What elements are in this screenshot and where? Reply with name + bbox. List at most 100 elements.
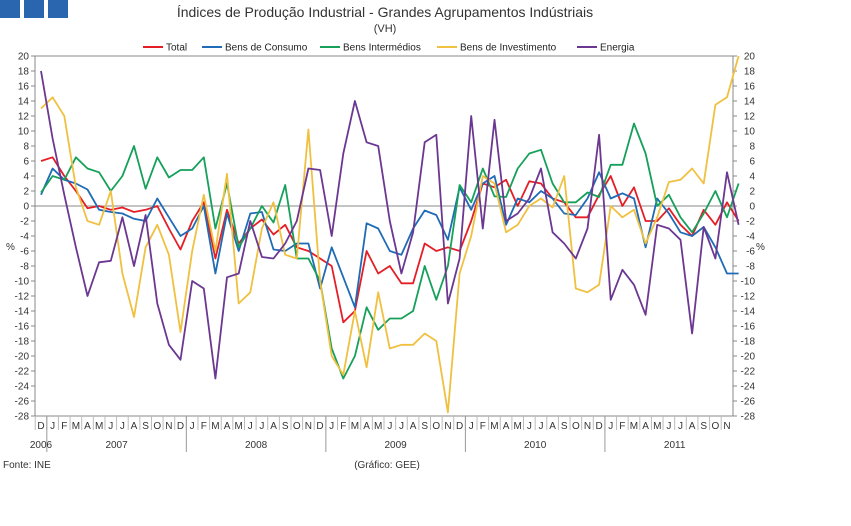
y-tick-label-right: 6 xyxy=(749,157,755,168)
month-label: S xyxy=(142,421,149,432)
month-label: J xyxy=(387,421,392,432)
month-label: J xyxy=(108,421,113,432)
month-label: S xyxy=(282,421,289,432)
month-label: D xyxy=(177,421,184,432)
month-label: A xyxy=(363,421,370,432)
year-label: 2010 xyxy=(524,440,547,451)
source-note: Fonte: INE xyxy=(3,460,51,471)
month-label: S xyxy=(700,421,707,432)
logo-block-2 xyxy=(24,0,44,18)
y-tick-label-right: -24 xyxy=(741,382,756,393)
plot-frame xyxy=(34,55,734,417)
y-tick-label-right: -16 xyxy=(741,322,756,333)
month-label: J xyxy=(527,421,532,432)
month-label: M xyxy=(630,421,638,432)
y-tick-label-left: -4 xyxy=(20,232,29,243)
y-tick-label-right: 16 xyxy=(744,82,756,93)
month-label: O xyxy=(153,421,161,432)
month-label: D xyxy=(595,421,602,432)
series-line-bens-de-consumo xyxy=(40,167,739,309)
month-label: N xyxy=(723,421,730,432)
month-label: S xyxy=(561,421,568,432)
y-tick-label-right: -4 xyxy=(746,232,755,243)
month-label: M xyxy=(234,421,242,432)
y-tick-label-right: 0 xyxy=(749,202,755,213)
month-label: A xyxy=(224,421,231,432)
y-tick-label-left: -14 xyxy=(15,307,30,318)
month-label: A xyxy=(503,421,510,432)
y-tick-label-right: 4 xyxy=(749,172,755,183)
y-tick-label-left: 10 xyxy=(18,127,30,138)
month-label: N xyxy=(584,421,591,432)
y-tick-label-left: -10 xyxy=(15,277,30,288)
month-label: D xyxy=(456,421,463,432)
y-tick-label-right: 14 xyxy=(744,97,756,108)
y-tick-label-left: -6 xyxy=(20,247,29,258)
year-label: 2007 xyxy=(105,440,128,451)
y-tick-label-left: -16 xyxy=(15,322,30,333)
month-label: J xyxy=(666,421,671,432)
month-label: F xyxy=(61,421,67,432)
month-label: J xyxy=(329,421,334,432)
chart-subtitle: (VH) xyxy=(374,23,397,35)
month-label: D xyxy=(37,421,44,432)
credit-note: (Gráfico: GEE) xyxy=(354,460,420,471)
year-label: 2008 xyxy=(245,440,268,451)
month-label: A xyxy=(642,421,649,432)
y-tick-label-left: -28 xyxy=(15,412,30,423)
legend-label: Bens de Investimento xyxy=(460,43,557,54)
month-label: M xyxy=(351,421,359,432)
y-tick-label-right: -14 xyxy=(741,307,756,318)
y-tick-label-left: -8 xyxy=(20,262,29,273)
legend-label: Energia xyxy=(600,43,635,54)
month-label: O xyxy=(572,421,580,432)
month-label: M xyxy=(514,421,522,432)
y-tick-label-left: 14 xyxy=(18,97,30,108)
y-tick-label-right: -6 xyxy=(746,247,755,258)
y-tick-label-right: 18 xyxy=(744,67,756,78)
month-label: J xyxy=(608,421,613,432)
month-label: A xyxy=(84,421,91,432)
y-tick-label-left: 20 xyxy=(18,52,30,63)
month-label: J xyxy=(678,421,683,432)
month-label: M xyxy=(490,421,498,432)
month-label: O xyxy=(432,421,440,432)
month-label: J xyxy=(259,421,264,432)
y-tick-label-right: -18 xyxy=(741,337,756,348)
y-tick-label-right: 12 xyxy=(744,112,756,123)
y-tick-label-left: 12 xyxy=(18,112,30,123)
logo-block-1 xyxy=(0,0,20,18)
y-tick-label-left: 2 xyxy=(23,187,29,198)
month-label: M xyxy=(72,421,80,432)
y-tick-label-left: -18 xyxy=(15,337,30,348)
month-label: S xyxy=(421,421,428,432)
month-label: J xyxy=(248,421,253,432)
series-line-energia xyxy=(40,70,740,380)
y-tick-label-left: -2 xyxy=(20,217,29,228)
month-label: O xyxy=(711,421,719,432)
legend-label: Bens Intermédios xyxy=(343,43,421,54)
legend: Total Bens de Consumo Bens Intermédios Bens… xyxy=(143,43,635,54)
y-tick-label-left: -26 xyxy=(15,397,30,408)
y-tick-label-right: -10 xyxy=(741,277,756,288)
month-label: J xyxy=(50,421,55,432)
y-tick-label-right: 20 xyxy=(744,52,756,63)
y-axis-label-right: % xyxy=(756,242,765,253)
month-label: O xyxy=(293,421,301,432)
month-label: N xyxy=(165,421,172,432)
y-tick-label-right: -26 xyxy=(741,397,756,408)
month-label: A xyxy=(270,421,277,432)
plot-border xyxy=(34,55,734,417)
month-label: M xyxy=(374,421,382,432)
month-label: D xyxy=(316,421,323,432)
month-label: M xyxy=(653,421,661,432)
series-line-bens-de-investimento xyxy=(40,55,740,414)
y-tick-label-left: -24 xyxy=(15,382,30,393)
year-label: 2009 xyxy=(385,440,408,451)
series-line-total xyxy=(40,156,740,324)
month-label: M xyxy=(211,421,219,432)
y-tick-label-left: 18 xyxy=(18,67,30,78)
year-label: 2006 xyxy=(30,440,53,451)
